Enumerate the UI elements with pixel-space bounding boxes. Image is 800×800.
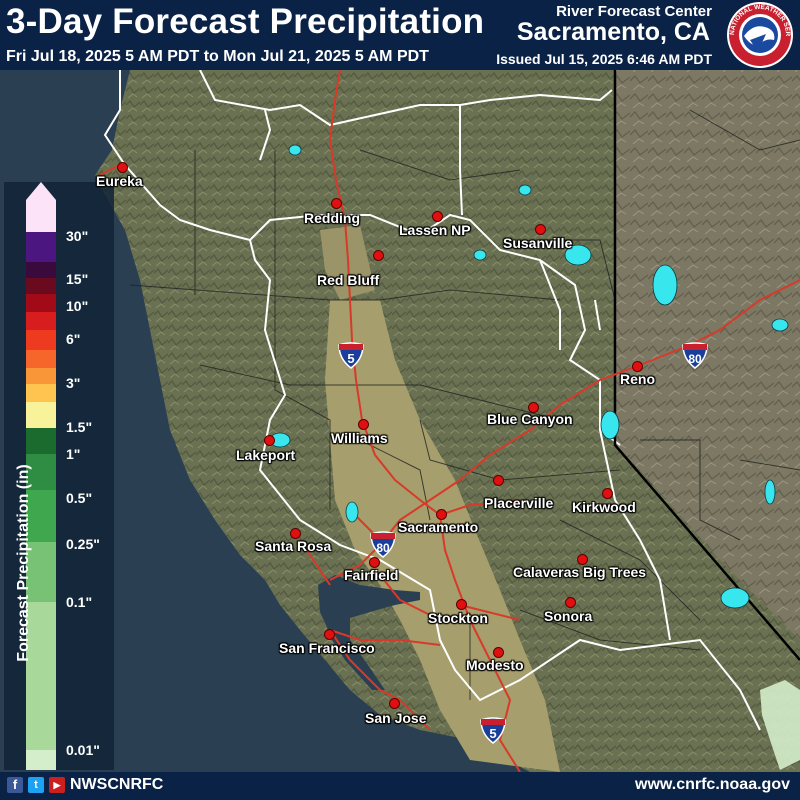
city-label-kirkwood: Kirkwood — [572, 499, 636, 515]
legend-swatch-7 — [26, 350, 56, 368]
legend: Forecast Precipitation (in) 30" 15" 10" 6" 3… — [4, 182, 114, 770]
city-marker-reno — [632, 361, 643, 372]
interstate-80-shield-reno: 80 — [682, 342, 708, 369]
interstate-5-shield-south: 5 — [480, 717, 506, 744]
twitter-icon[interactable]: t — [28, 777, 44, 793]
city-marker-fairfield — [369, 557, 380, 568]
city-label-blue-canyon: Blue Canyon — [487, 411, 573, 427]
city-label-placerville: Placerville — [484, 495, 554, 511]
city-marker-calaveras — [577, 554, 588, 565]
facebook-icon[interactable]: f — [7, 777, 23, 793]
city-marker-kirkwood — [602, 488, 613, 499]
legend-tick-label: 0.25" — [66, 536, 100, 552]
legend-tick-label: 0.1" — [66, 594, 93, 610]
city-label-stockton: Stockton — [428, 610, 488, 626]
legend-swatch-9 — [26, 384, 56, 402]
legend-tick-label: 1.5" — [66, 419, 93, 435]
legend-swatch-12 — [26, 454, 56, 490]
legend-swatch-15 — [26, 602, 56, 750]
city-label-modesto: Modesto — [466, 657, 524, 673]
city-marker-placerville — [493, 475, 504, 486]
city-label-sonora: Sonora — [544, 608, 593, 624]
city-label-lassen: Lassen NP — [399, 222, 471, 238]
city-marker-modesto — [493, 647, 504, 658]
city-label-fairfield: Fairfield — [344, 567, 399, 583]
rfc-city: Sacramento, CA — [516, 18, 710, 46]
social-handle[interactable]: NWSCNRFC — [70, 776, 164, 793]
city-label-eureka: Eureka — [96, 173, 143, 189]
legend-colorbar — [26, 182, 56, 770]
website-link[interactable]: www.cnrfc.noaa.gov — [635, 776, 790, 793]
legend-swatch-2 — [26, 262, 56, 278]
legend-swatch-3 — [26, 278, 56, 294]
youtube-icon[interactable]: ▶ — [49, 777, 65, 793]
legend-swatch-16 — [26, 750, 56, 770]
legend-swatch-14 — [26, 542, 56, 602]
legend-tick-label: 10" — [66, 298, 89, 314]
svg-text:80: 80 — [688, 352, 702, 366]
legend-tick-label: 3" — [66, 375, 81, 391]
city-label-santa-rosa: Santa Rosa — [255, 538, 332, 554]
map-title: 3-Day Forecast Precipitation — [6, 2, 485, 41]
city-marker-santa-rosa — [290, 528, 301, 539]
sf-bay — [318, 575, 420, 690]
city-label-reno: Reno — [620, 371, 655, 387]
precip-area-0-01 — [760, 680, 800, 770]
legend-swatch-10 — [26, 402, 56, 428]
forecast-period: Fri Jul 18, 2025 5 AM PDT to Mon Jul 21,… — [6, 48, 429, 65]
nws-logo-icon: NATIONAL WEATHER SERVICE — [720, 0, 793, 68]
legend-swatch-4 — [26, 294, 56, 312]
city-marker-williams — [358, 419, 369, 430]
legend-swatch-0 — [26, 200, 56, 232]
city-marker-red-bluff — [373, 250, 384, 261]
city-marker-stockton — [456, 599, 467, 610]
city-label-san-francisco: San Francisco — [279, 640, 375, 656]
interstate-5-shield-north: 5 — [338, 342, 364, 369]
interstate-80-shield-sacramento: 80 — [370, 531, 396, 558]
city-label-red-bluff: Red Bluff — [317, 272, 380, 288]
rfc-label: River Forecast Center — [556, 3, 712, 20]
nevada-region — [615, 70, 800, 640]
city-marker-lassen — [432, 211, 443, 222]
legend-tick-label: 30" — [66, 228, 89, 244]
legend-tick-label: 6" — [66, 331, 81, 347]
city-label-calaveras: Calaveras Big Trees — [513, 564, 647, 580]
city-marker-eureka — [117, 162, 128, 173]
legend-swatch-6 — [26, 330, 56, 350]
issued-time: Issued Jul 15, 2025 6:46 AM PDT — [496, 51, 712, 67]
legend-arrow-cap — [26, 182, 56, 200]
city-marker-redding — [331, 198, 342, 209]
city-marker-san-jose — [389, 698, 400, 709]
city-marker-lakeport — [264, 435, 275, 446]
legend-tick-label: 15" — [66, 271, 89, 287]
svg-text:5: 5 — [489, 726, 496, 741]
footer-bar: f t ▶ NWSCNRFC www.cnrfc.noaa.gov — [0, 772, 800, 800]
city-label-sacramento: Sacramento — [398, 519, 479, 535]
legend-swatch-1 — [26, 232, 56, 262]
svg-text:80: 80 — [376, 541, 390, 555]
legend-swatch-11 — [26, 428, 56, 454]
city-marker-san-francisco — [324, 629, 335, 640]
city-marker-sacramento — [436, 509, 447, 520]
legend-title: Forecast Precipitation (in) — [15, 464, 32, 662]
city-marker-susanville — [535, 224, 546, 235]
city-label-susanville: Susanville — [503, 235, 573, 251]
city-label-san-jose: San Jose — [365, 710, 427, 726]
legend-tick-label: 0.01" — [66, 742, 100, 758]
city-label-redding: Redding — [304, 210, 360, 226]
city-marker-sonora — [565, 597, 576, 608]
header-bar: 3-Day Forecast Precipitation Fri Jul 18,… — [0, 0, 800, 70]
city-label-williams: Williams — [331, 430, 388, 446]
legend-swatch-8 — [26, 368, 56, 384]
city-label-lakeport: Lakeport — [236, 447, 296, 463]
svg-text:5: 5 — [347, 351, 354, 366]
legend-swatch-13 — [26, 490, 56, 542]
legend-swatch-5 — [26, 312, 56, 330]
legend-tick-label: 1" — [66, 446, 81, 462]
city-marker-blue-canyon — [528, 402, 539, 413]
legend-tick-label: 0.5" — [66, 490, 93, 506]
